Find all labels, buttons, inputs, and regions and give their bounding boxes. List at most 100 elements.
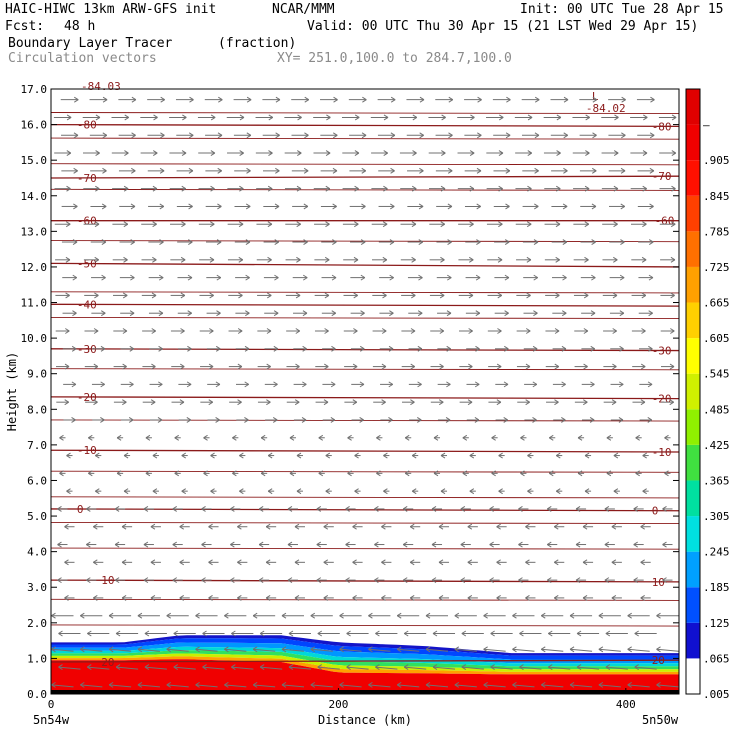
colorbar-segment <box>686 124 700 161</box>
vector-head <box>124 150 129 154</box>
vector-head <box>151 292 157 296</box>
vector-head <box>555 256 560 261</box>
vector-head <box>102 167 107 172</box>
vector-arrow <box>570 684 593 688</box>
vector-head <box>231 664 236 668</box>
vector-head <box>381 597 386 601</box>
vector-head <box>224 648 229 653</box>
vector-head <box>252 684 258 688</box>
vector-head <box>95 455 100 459</box>
vector-head <box>504 274 510 279</box>
vector-head <box>555 223 561 228</box>
vector-head <box>475 348 480 352</box>
vector-head <box>151 366 156 370</box>
vector-head <box>166 612 172 617</box>
vector-head <box>345 506 350 510</box>
vector-head <box>627 615 632 619</box>
vector-head <box>217 203 222 207</box>
vector-head <box>546 577 552 581</box>
vector-head <box>208 561 213 566</box>
vector-head <box>590 381 595 385</box>
vector-head <box>65 330 70 334</box>
vector-head <box>447 241 452 245</box>
vector-head <box>642 185 647 190</box>
contour-line <box>50 368 680 371</box>
vector-head <box>634 666 639 671</box>
vector-head <box>613 152 619 156</box>
vector-head <box>496 559 501 563</box>
vector-head <box>160 99 165 103</box>
vector-head <box>548 434 554 439</box>
vector-head <box>547 630 553 634</box>
tracer-band-2 <box>51 642 679 664</box>
vector-head <box>281 681 287 686</box>
vector-head <box>411 455 417 459</box>
vector-head <box>368 648 373 653</box>
vector-head <box>519 664 524 668</box>
vector-head <box>179 363 185 368</box>
vector-head <box>150 597 156 601</box>
vector-head <box>439 330 445 334</box>
vector-head <box>86 508 91 512</box>
vector-head <box>360 274 366 279</box>
vector-head <box>80 646 85 650</box>
vector-head <box>246 134 252 139</box>
vector-head <box>260 472 266 477</box>
vector-head <box>208 366 214 370</box>
vector-head <box>115 633 121 637</box>
vector-head <box>634 664 639 668</box>
vector-head <box>569 615 575 619</box>
vector-head <box>303 206 309 210</box>
vector-arrow <box>253 684 276 688</box>
vector-head <box>267 455 273 459</box>
vector-head <box>275 132 280 136</box>
vector-head <box>130 277 135 281</box>
vector-head <box>267 259 272 263</box>
vector-head <box>181 223 186 228</box>
vector-head <box>361 167 367 172</box>
vector-head <box>650 99 655 103</box>
vector-head <box>57 506 62 510</box>
vector-head <box>648 241 654 245</box>
vector-head <box>388 381 394 385</box>
vector-head <box>411 256 416 261</box>
vector-head <box>123 452 129 456</box>
vector-head <box>95 490 100 495</box>
vector-head <box>166 615 172 619</box>
vector-head <box>519 666 524 671</box>
vector-head <box>562 277 567 281</box>
vector-head <box>512 648 517 653</box>
vector-head <box>121 523 127 528</box>
vector-head <box>239 114 245 118</box>
vector-head <box>209 256 215 261</box>
vector-head <box>648 274 654 279</box>
vector-head <box>448 99 454 103</box>
vector-head <box>86 506 91 510</box>
vector-head <box>145 472 151 477</box>
vector-head <box>583 292 589 296</box>
vector-head <box>389 310 394 314</box>
vector-head <box>252 648 258 653</box>
vector-head <box>577 437 583 441</box>
vector-head <box>512 681 517 686</box>
colorbar-segment <box>686 622 700 659</box>
vector-arrow <box>80 684 103 688</box>
vector-head <box>512 612 517 617</box>
vector-head <box>102 134 108 139</box>
vector-head <box>230 541 235 545</box>
vector-head <box>93 561 98 566</box>
vector-arrow <box>368 648 391 652</box>
vector-head <box>404 434 410 439</box>
vector-head <box>650 96 655 101</box>
vector-head <box>265 594 271 599</box>
vector-head <box>237 559 242 563</box>
vector-head <box>575 579 581 584</box>
vector-head <box>474 417 480 421</box>
vector-head <box>73 170 78 174</box>
vector-head <box>145 434 151 439</box>
vector-head <box>389 312 394 317</box>
colorbar-label: – <box>703 119 710 132</box>
vector-head <box>265 559 271 563</box>
vector-arrow <box>656 684 679 688</box>
contour-line <box>50 303 680 307</box>
